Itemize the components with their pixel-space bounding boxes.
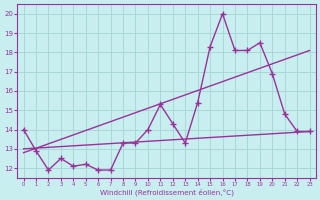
X-axis label: Windchill (Refroidissement éolien,°C): Windchill (Refroidissement éolien,°C) — [100, 188, 234, 196]
